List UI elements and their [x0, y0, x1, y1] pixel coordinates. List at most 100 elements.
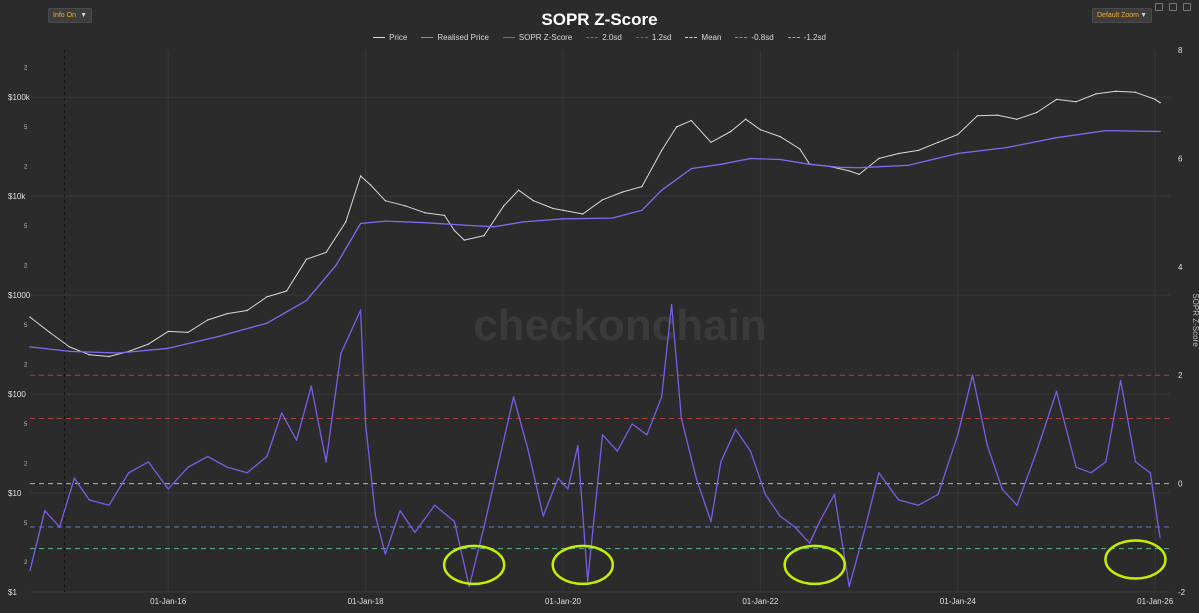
legend-item[interactable]: SOPR Z-Score [502, 33, 573, 42]
legend-item[interactable]: Mean [685, 33, 721, 42]
data-point [374, 515, 377, 517]
data-point [118, 352, 120, 354]
legend-label: SOPR Z-Score [518, 33, 573, 42]
legend-swatch [787, 37, 800, 38]
watermark: checkonchain [473, 301, 766, 350]
zoom-label: Default Zoom [1097, 12, 1140, 19]
data-point [345, 221, 347, 223]
legend-swatch [502, 37, 515, 38]
data-point [858, 167, 860, 169]
data-point [359, 175, 362, 177]
data-point [710, 141, 712, 143]
data-point [809, 163, 811, 165]
x-axis-ticks: 01-Jan-16 01-Jan-18 01-Jan-20 01-Jan-22 01-J… [150, 597, 1174, 606]
data-point [675, 126, 678, 128]
data-point [266, 322, 268, 324]
chart-legend: Price Realised Price SOPR Z-Score 2.0sd 1.2s… [0, 33, 1199, 42]
legend-label: Mean [701, 33, 722, 42]
data-point [414, 531, 416, 534]
data-point [996, 114, 998, 116]
zoom-dropdown[interactable]: Default Zoom ▼ [1092, 8, 1152, 23]
data-point [858, 173, 860, 176]
chevron-down-icon: ▼ [1140, 12, 1147, 19]
data-point [325, 251, 327, 254]
data-point [305, 299, 308, 302]
x-tick-label: 01-Jan-26 [1137, 597, 1174, 606]
legend-item[interactable]: 1.2sd [635, 33, 671, 42]
data-point [493, 226, 495, 228]
data-point [498, 461, 500, 463]
data-point [468, 585, 470, 588]
series-line [29, 90, 1161, 357]
data-point [641, 209, 643, 211]
legend-swatch [421, 37, 434, 38]
right-axis-ticks: -2 0 2 4 6 8 [1178, 46, 1186, 597]
x-tick-label: 01-Jan-20 [545, 597, 582, 606]
data-point [661, 149, 663, 152]
x-tick-label: 01-Jan-24 [940, 597, 977, 606]
data-point [1159, 130, 1161, 133]
data-point [527, 450, 530, 452]
data-point [167, 488, 169, 490]
data-point [399, 510, 401, 512]
data-point [670, 304, 673, 306]
x-tick-label: 01-Jan-22 [742, 597, 779, 606]
data-point [73, 477, 76, 479]
data-point [794, 526, 796, 528]
data-point [937, 141, 939, 143]
data-point [1016, 118, 1018, 120]
data-point [818, 520, 821, 523]
data-point [1055, 98, 1058, 101]
data-point [957, 133, 959, 136]
data-point [384, 200, 386, 202]
data-point [971, 374, 974, 376]
camera-icon[interactable] [1155, 3, 1163, 11]
data-point [88, 354, 90, 356]
data-point [1149, 472, 1152, 474]
x-tick-label: 01-Jan-18 [348, 597, 385, 606]
reset-icon[interactable] [1183, 3, 1191, 11]
data-point [108, 504, 110, 506]
data-point [305, 258, 308, 260]
data-point [58, 526, 61, 528]
annotation-circle [551, 544, 614, 586]
data-point [483, 234, 485, 237]
data-point [1115, 90, 1117, 92]
legend-item[interactable]: Realised Price [421, 33, 489, 42]
data-point [147, 461, 150, 463]
data-point [340, 352, 342, 355]
data-point [833, 493, 836, 496]
annotation-circle [1104, 539, 1167, 580]
data-point [848, 585, 850, 588]
data-point [552, 207, 554, 210]
data-point [325, 461, 327, 463]
legend-item[interactable]: Price [373, 33, 407, 42]
legend-item[interactable]: 2.0sd [586, 33, 622, 42]
series-lines [29, 90, 1161, 588]
toolbar-icons [1155, 3, 1191, 11]
data-point [1159, 102, 1161, 104]
data-point [404, 205, 406, 207]
data-point [434, 504, 436, 506]
info-toggle-dropdown[interactable]: Info On ▼ [48, 8, 92, 23]
plot-area [30, 50, 1170, 592]
data-point [1095, 93, 1097, 95]
data-point [384, 220, 386, 222]
data-point [1119, 379, 1122, 382]
data-point [1036, 111, 1038, 114]
zoom-icon[interactable] [1169, 3, 1177, 11]
data-point [108, 355, 110, 358]
data-point [1075, 101, 1077, 103]
data-point [907, 164, 910, 166]
legend-item[interactable]: -0.8sd [735, 33, 774, 42]
data-point [720, 163, 722, 165]
data-point [29, 316, 31, 318]
legend-item[interactable]: -1.2sd [787, 33, 826, 42]
data-point [710, 520, 712, 523]
left-minor-tick-label: 2 [24, 461, 28, 467]
data-point [88, 499, 90, 501]
data-point [897, 499, 900, 501]
left-minor-tick-label: 5 [24, 422, 28, 428]
left-minor-tick-label: 2 [24, 263, 28, 269]
